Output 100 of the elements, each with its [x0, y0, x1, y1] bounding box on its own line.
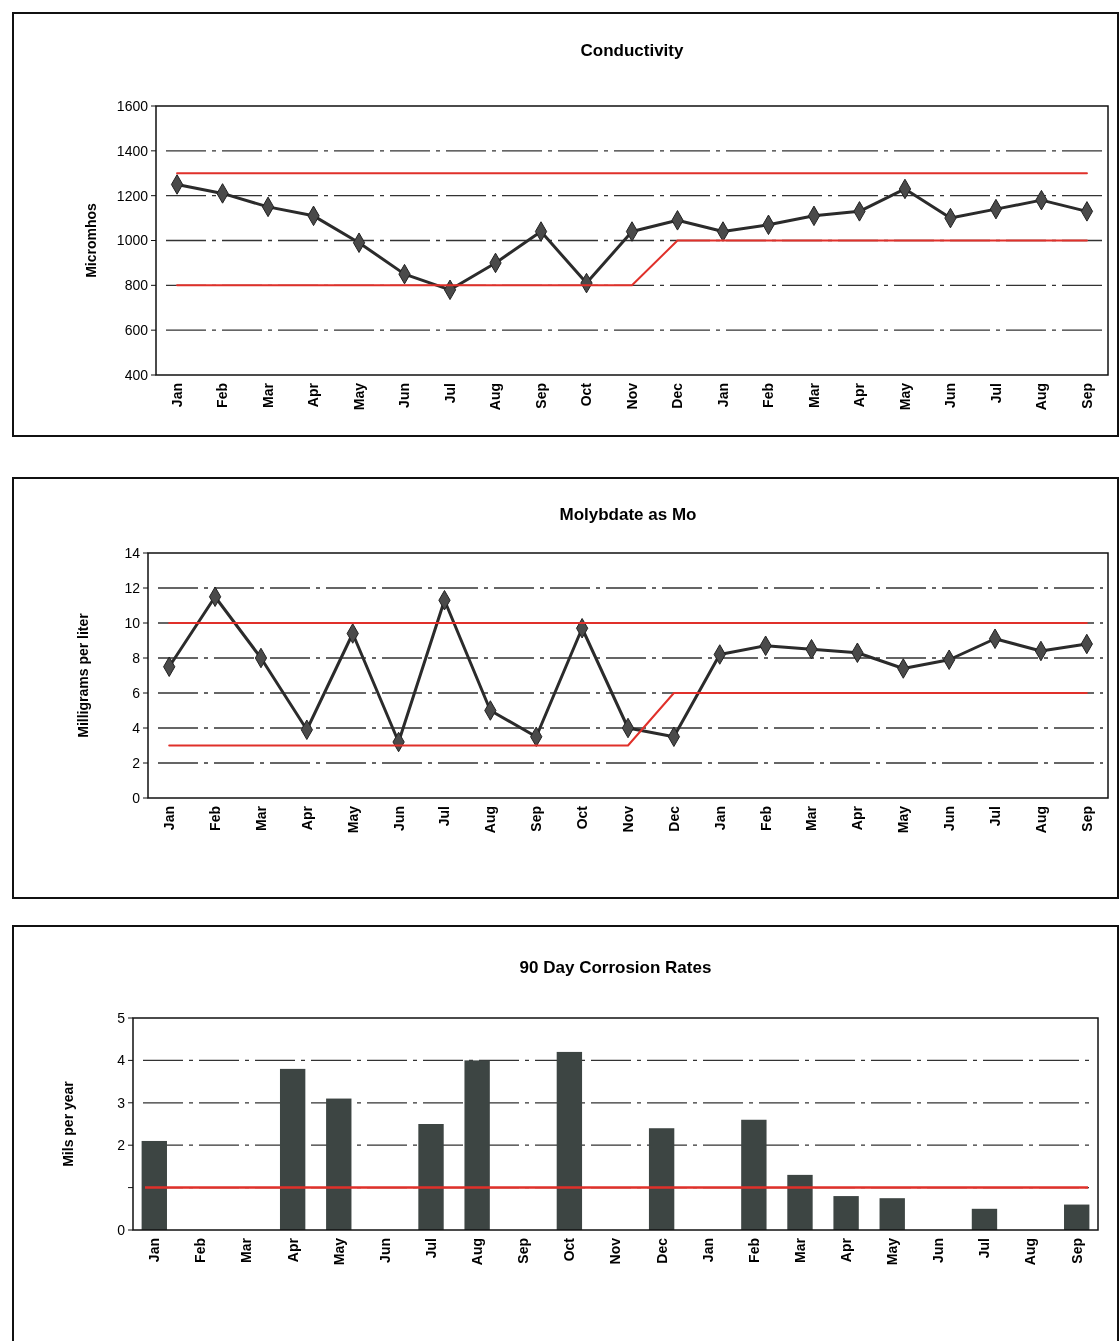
x-tick-label: Feb: [745, 1238, 762, 1263]
x-tick-label: Jan: [168, 383, 185, 408]
x-tick-label: Dec: [653, 1237, 670, 1264]
x-tick-label: Jun: [930, 1238, 947, 1263]
x-tick-label: Mar: [259, 382, 276, 408]
x-tick-label: Sep: [528, 806, 545, 832]
x-tick-label: Dec: [669, 382, 686, 409]
x-tick-label: Jan: [711, 806, 728, 831]
bar: [879, 1198, 905, 1230]
x-tick-label: Apr: [838, 1237, 854, 1263]
bar: [556, 1051, 583, 1230]
bar: [418, 1124, 444, 1230]
y-axis-title: Mils per year: [60, 1080, 76, 1167]
y-tick-label: 1600: [116, 97, 149, 114]
x-tick-label: Oct: [578, 382, 595, 407]
y-tick-label: 5: [117, 1009, 126, 1026]
x-tick-label: Aug: [1033, 383, 1050, 411]
y-tick-label: 0: [132, 789, 141, 806]
y-tick-label: 400: [124, 366, 149, 383]
y-tick-label: 14: [124, 544, 141, 561]
y-tick-label: 1400: [116, 142, 149, 159]
y-axis-title: Milligrams per liter: [75, 612, 91, 738]
x-tick-label: Jan: [161, 806, 178, 831]
chart-title: 90 Day Corrosion Rates: [519, 958, 712, 977]
x-tick-label: Mar: [252, 805, 269, 831]
x-tick-label: Sep: [1068, 1238, 1085, 1264]
x-tick-label: Jan: [699, 1238, 716, 1263]
chart-title: Conductivity: [580, 41, 685, 60]
x-tick-label: May: [350, 382, 367, 411]
y-axis-title: Micromhos: [83, 202, 99, 278]
y-tick-label: 800: [124, 277, 149, 294]
y-tick-label: 3: [117, 1094, 126, 1111]
x-tick-label: Jan: [146, 1238, 163, 1263]
x-tick-label: May: [895, 805, 912, 834]
x-tick-label: Aug: [482, 806, 499, 834]
y-tick-label: 1000: [116, 232, 149, 249]
x-tick-label: Jun: [376, 1238, 393, 1263]
x-tick-label: Jan: [714, 383, 731, 408]
x-tick-label: Mar: [805, 382, 822, 408]
y-tick-label: 600: [124, 322, 149, 339]
x-tick-label: Feb: [760, 383, 777, 408]
x-tick-label: May: [896, 382, 913, 411]
bar: [279, 1068, 306, 1230]
bar: [648, 1128, 675, 1230]
x-tick-label: Feb: [192, 1238, 209, 1263]
x-tick-label: Feb: [757, 806, 774, 831]
x-tick-label: Jul: [441, 383, 458, 404]
bar: [464, 1060, 490, 1230]
x-tick-label: Mar: [791, 1237, 808, 1263]
y-tick-label: 8: [132, 649, 141, 666]
x-tick-label: Feb: [214, 383, 231, 408]
x-tick-label: Apr: [849, 805, 866, 831]
x-tick-label: Feb: [206, 806, 223, 831]
x-tick-label: Sep: [532, 383, 549, 409]
x-tick-label: May: [330, 1237, 347, 1266]
x-tick-label: Sep: [515, 1238, 532, 1264]
chart-title: Molybdate as Mo: [559, 505, 697, 524]
x-tick-label: May: [344, 805, 361, 834]
x-tick-label: Nov: [619, 805, 636, 833]
x-tick-label: Aug: [487, 383, 504, 411]
x-tick-label: Mar: [238, 1237, 255, 1263]
y-tick-label: 6: [132, 684, 141, 701]
x-tick-label: Apr: [305, 382, 322, 408]
y-tick-label: 0: [117, 1221, 126, 1238]
y-tick-label: 4: [132, 719, 141, 736]
x-tick-label: Jun: [941, 806, 958, 831]
x-tick-label: Jul: [987, 383, 1004, 404]
x-tick-label: Apr: [298, 805, 315, 831]
x-tick-label: Oct: [574, 805, 591, 830]
bar: [326, 1098, 352, 1230]
bar: [141, 1140, 167, 1230]
x-tick-label: Nov: [607, 1237, 624, 1265]
x-tick-label: Jul: [986, 806, 1003, 827]
x-tick-label: May: [884, 1237, 901, 1266]
x-tick-label: Jul: [976, 1238, 993, 1259]
bar: [787, 1174, 813, 1230]
x-tick-label: Apr: [284, 1237, 301, 1263]
bar: [971, 1208, 998, 1230]
bar: [1064, 1204, 1090, 1230]
y-tick-label: 1200: [116, 187, 149, 204]
x-tick-label: Nov: [623, 382, 640, 410]
x-tick-label: Jul: [436, 806, 453, 827]
y-tick-label: 2: [117, 1137, 126, 1154]
x-tick-label: Sep: [1078, 383, 1095, 409]
x-tick-label: Jun: [396, 383, 413, 408]
y-tick-label: 12: [124, 579, 141, 596]
y-tick-label: 2: [132, 754, 141, 771]
y-tick-label: 4: [117, 1052, 126, 1069]
x-tick-label: Aug: [1022, 1238, 1039, 1266]
x-tick-label: Aug: [469, 1238, 486, 1266]
bar: [741, 1119, 767, 1230]
x-tick-label: Apr: [851, 382, 868, 408]
y-tick-label: 10: [124, 614, 141, 631]
x-tick-label: Jun: [390, 806, 407, 831]
x-tick-label: Dec: [665, 805, 682, 832]
x-tick-label: Sep: [1078, 806, 1095, 832]
x-tick-label: Oct: [561, 1237, 578, 1262]
bar: [833, 1196, 859, 1230]
x-tick-label: Jun: [942, 383, 959, 408]
x-tick-label: Aug: [1032, 806, 1049, 834]
